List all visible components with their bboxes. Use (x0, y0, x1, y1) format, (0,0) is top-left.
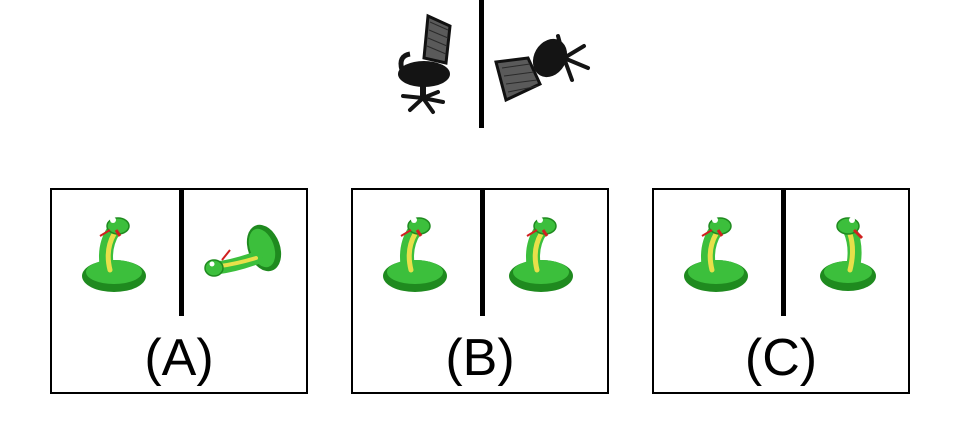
option-b[interactable]: (B) (351, 188, 609, 394)
option-divider (480, 190, 485, 316)
snake-icon (499, 208, 599, 303)
snake-mirrored-icon (800, 208, 900, 303)
option-label: (A) (144, 329, 214, 387)
option-divider (781, 190, 786, 316)
option-divider (179, 190, 184, 316)
option-a[interactable]: (A) (50, 188, 308, 394)
option-label: (C) (744, 329, 818, 387)
snake-rotated-icon (198, 208, 298, 303)
option-label: (B) (445, 329, 515, 387)
snake-icon (373, 208, 473, 303)
office-chair-rotated-icon (492, 28, 592, 138)
snake-icon (674, 208, 774, 303)
option-c[interactable]: (C) (652, 188, 910, 394)
reference-pair (380, 0, 590, 130)
office-chair-icon (388, 8, 488, 118)
snake-icon (72, 208, 172, 303)
reference-divider (479, 0, 484, 128)
